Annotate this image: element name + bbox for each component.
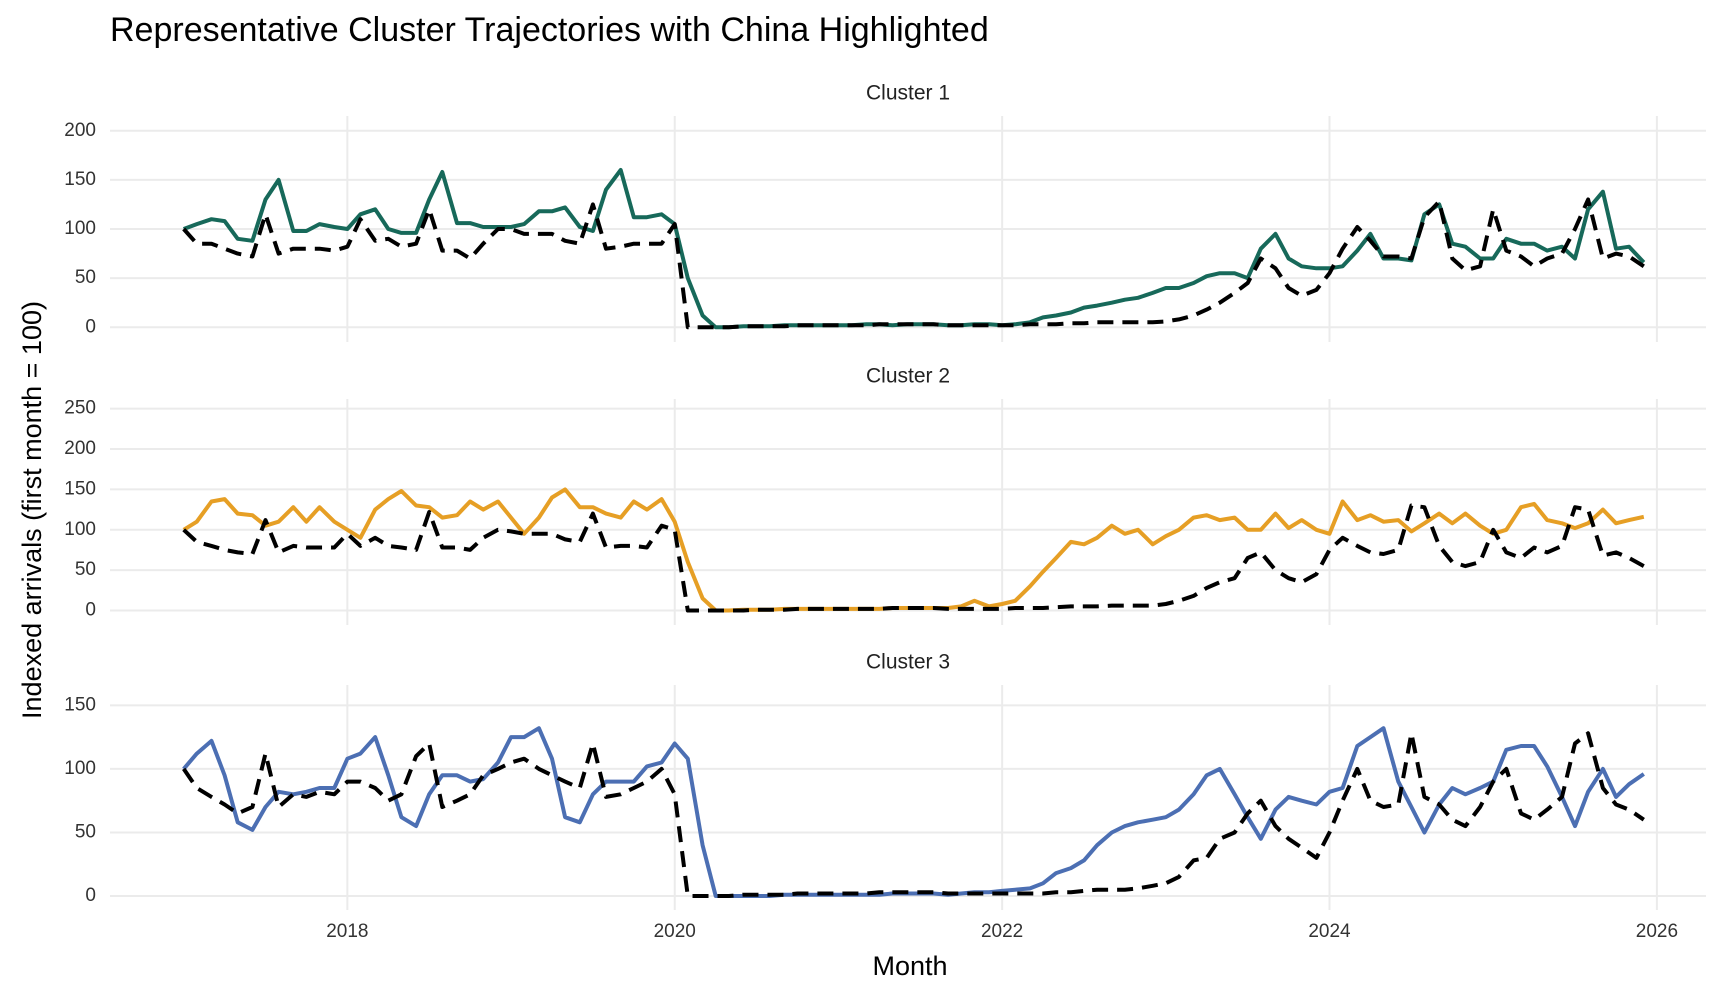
cluster-line (182, 168, 1646, 330)
y-tick-label: 100 (64, 758, 96, 779)
y-tick-label: 0 (85, 885, 96, 906)
cluster-line (182, 726, 1645, 898)
facet-label: Cluster 2 (866, 365, 950, 388)
y-tick-label: 150 (64, 478, 96, 499)
x-tick-label: 2026 (1636, 921, 1678, 942)
y-tick-label: 200 (64, 438, 96, 459)
highlight-line (182, 197, 1645, 330)
highlight-line (182, 503, 1645, 613)
x-tick-label: 2018 (326, 921, 368, 942)
y-tick-label: 150 (64, 169, 96, 190)
y-tick-label: 200 (64, 120, 96, 141)
highlight-line (182, 731, 1645, 898)
y-tick-label: 250 (64, 398, 96, 419)
facet-label: Cluster 1 (866, 82, 950, 105)
y-tick-label: 50 (75, 559, 96, 580)
y-tick-label: 100 (64, 519, 96, 540)
y-tick-label: 100 (64, 218, 96, 239)
y-tick-label: 0 (85, 599, 96, 620)
x-tick-label: 2024 (1308, 921, 1351, 942)
y-tick-label: 0 (85, 316, 96, 337)
chart-title: Representative Cluster Trajectories with… (110, 11, 989, 49)
x-tick-label: 2020 (654, 921, 696, 942)
y-tick-label: 150 (64, 694, 96, 715)
y-tick-label: 50 (75, 267, 96, 288)
facet-label: Cluster 3 (866, 651, 950, 674)
x-axis-title: Month (872, 951, 947, 981)
x-tick-label: 2022 (981, 921, 1023, 942)
y-axis-title: Indexed arrivals (first month = 100) (17, 301, 47, 719)
y-tick-label: 50 (75, 821, 96, 842)
